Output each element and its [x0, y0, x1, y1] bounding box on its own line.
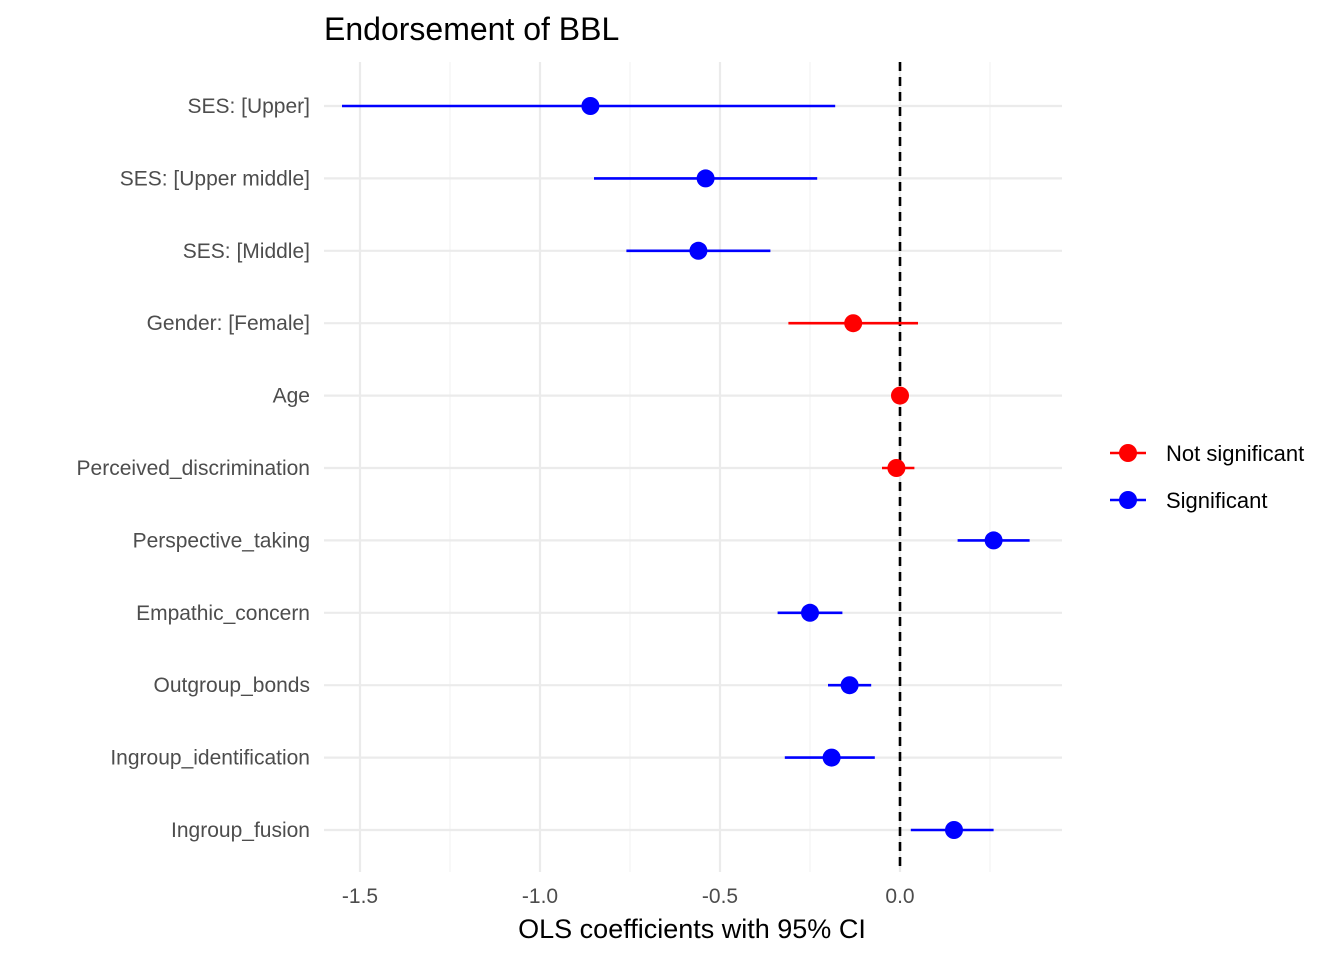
- y-tick-label: Empathic_concern: [136, 602, 310, 625]
- coefficient-marks: [342, 97, 1030, 839]
- coefficient-point: [984, 531, 1003, 550]
- x-tick-label: -0.5: [702, 885, 738, 908]
- coefficient-point: [581, 97, 600, 115]
- coefficient-point: [689, 241, 708, 260]
- x-axis-title: OLS coefficients with 95% CI: [518, 914, 866, 944]
- coefficient-point: [696, 169, 715, 188]
- coefficient-point: [801, 603, 819, 622]
- y-tick-label: SES: [Upper middle]: [120, 167, 310, 190]
- coefficient-point: [891, 386, 909, 405]
- x-axis-labels: -1.5 -1.0 -0.5 0.0: [342, 885, 915, 908]
- y-tick-label: SES: [Upper]: [187, 95, 310, 118]
- legend-key-point: [1119, 444, 1137, 462]
- y-tick-label: Ingroup_identification: [110, 747, 310, 770]
- coefficient-point: [822, 748, 841, 767]
- grid: [324, 62, 1062, 872]
- legend-label: Significant: [1166, 488, 1268, 513]
- x-tick-label: -1.5: [342, 885, 378, 908]
- legend-label: Not significant: [1166, 441, 1304, 466]
- y-tick-label: Ingroup_fusion: [171, 819, 310, 842]
- y-tick-label: Age: [273, 385, 310, 408]
- y-tick-label: Perspective_taking: [133, 529, 310, 552]
- coefficient-point: [840, 676, 859, 695]
- y-tick-label: Perceived_discrimination: [77, 457, 310, 480]
- legend: Not significant Significant: [1110, 441, 1304, 513]
- x-tick-label: -1.0: [522, 885, 558, 908]
- y-axis-labels: SES: [Upper] SES: [Upper middle] SES: [Mid…: [77, 95, 310, 842]
- coefficient-point: [945, 821, 963, 839]
- legend-key-point: [1119, 491, 1137, 509]
- coefficient-point: [887, 459, 906, 477]
- chart-title: Endorsement of BBL: [324, 11, 619, 47]
- y-tick-label: Gender: [Female]: [147, 312, 310, 335]
- y-tick-label: Outgroup_bonds: [154, 674, 310, 697]
- coefficient-point: [844, 314, 863, 333]
- x-tick-label: 0.0: [885, 885, 914, 908]
- y-tick-label: SES: [Middle]: [183, 240, 310, 263]
